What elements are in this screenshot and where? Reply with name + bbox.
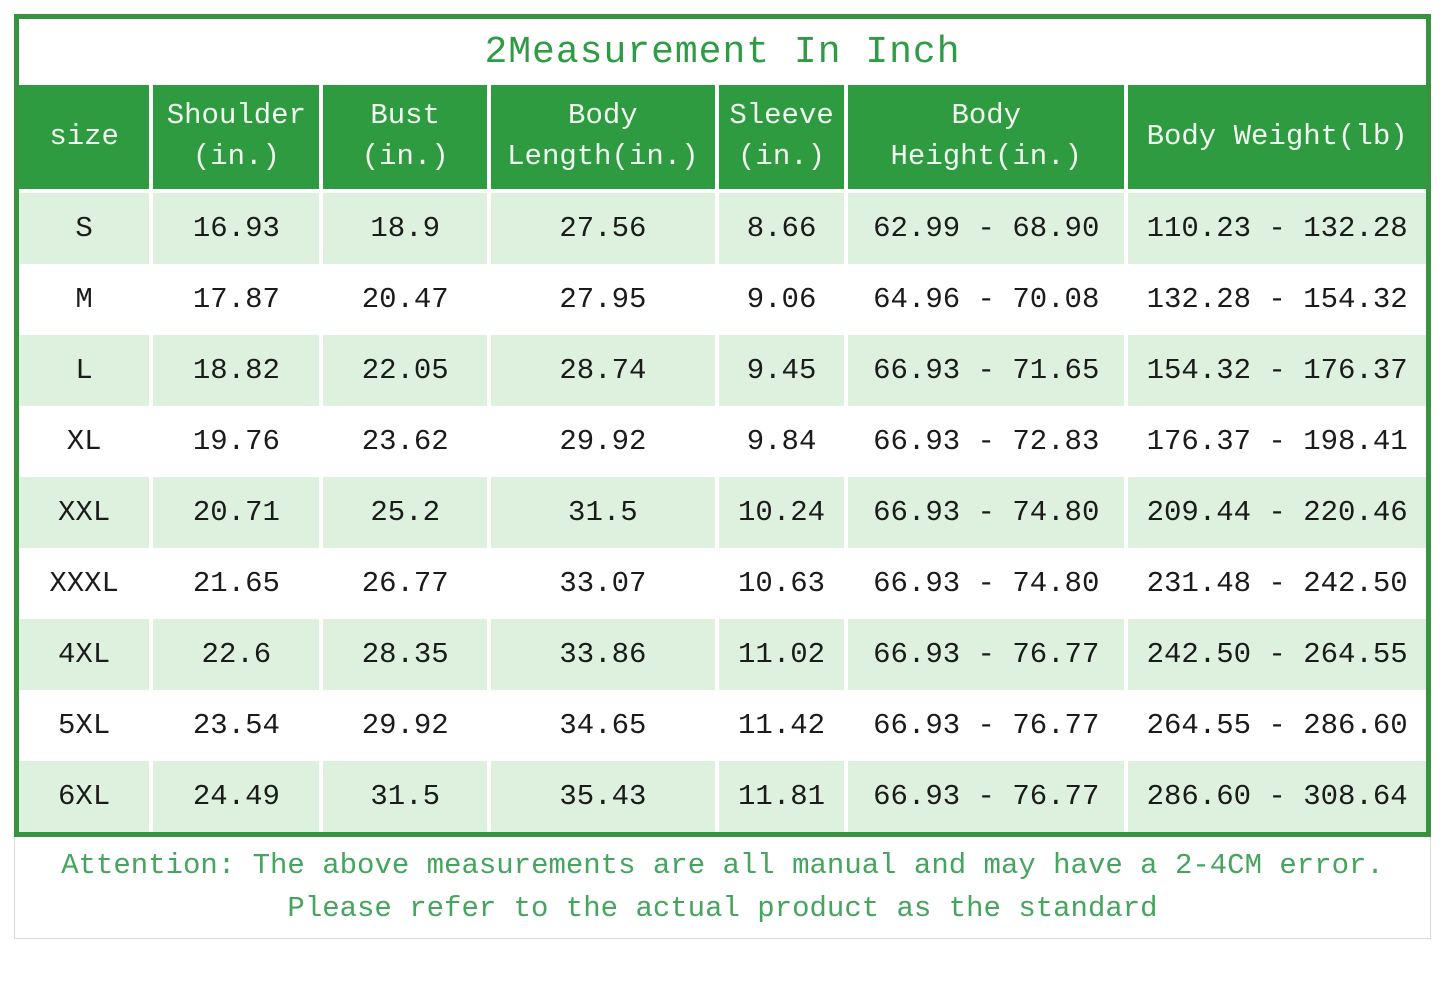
table-row: 6XL 24.49 31.5 35.43 11.81 66.93 - 76.77 286.6… xyxy=(19,761,1426,832)
table-cell: 110.23 - 132.28 xyxy=(1126,191,1426,264)
table-cell: 24.49 xyxy=(151,761,324,832)
table-cell: 11.42 xyxy=(716,690,849,761)
table-cell: 29.92 xyxy=(488,406,719,477)
table-cell: 34.65 xyxy=(488,690,719,761)
table-cell: 19.76 xyxy=(151,406,324,477)
table-cell: 22.6 xyxy=(151,619,324,690)
table-cell: 66.93 - 76.77 xyxy=(846,690,1129,761)
attention-note: Attention: The above measurements are al… xyxy=(14,837,1431,939)
table-row: S 16.93 18.9 27.56 8.66 62.99 - 68.90 110.23 -… xyxy=(19,191,1426,264)
table-cell: 17.87 xyxy=(151,264,324,335)
table-cell: 23.54 xyxy=(151,690,324,761)
size-cell: XL xyxy=(19,406,154,477)
table-cell: 9.84 xyxy=(716,406,849,477)
size-chart-image: 2Measurement In Inch size Shoulder (in.) B… xyxy=(14,14,1431,939)
table-cell: 209.44 - 220.46 xyxy=(1126,477,1426,548)
size-cell: 4XL xyxy=(19,619,154,690)
table-cell: 11.02 xyxy=(716,619,849,690)
size-cell: L xyxy=(19,335,154,406)
page-title: 2Measurement In Inch xyxy=(484,30,961,74)
table-row: XXXL 21.65 26.77 33.07 10.63 66.93 - 74.80 231… xyxy=(19,548,1426,619)
table-cell: 231.48 - 242.50 xyxy=(1126,548,1426,619)
table-cell: 27.95 xyxy=(488,264,719,335)
table-cell: 27.56 xyxy=(488,191,719,264)
table-cell: 66.93 - 76.77 xyxy=(846,619,1129,690)
table-cell: 20.71 xyxy=(151,477,324,548)
table-cell: 154.32 - 176.37 xyxy=(1126,335,1426,406)
attention-note-line2: Please refer to the actual product as th… xyxy=(287,891,1158,925)
table-row: M 17.87 20.47 27.95 9.06 64.96 - 70.08 132.28 … xyxy=(19,264,1426,335)
attention-note-line1: Attention: The above measurements are al… xyxy=(61,848,1384,882)
size-cell: XXL xyxy=(19,477,154,548)
header-cell: Shoulder (in.) xyxy=(151,85,324,193)
table-cell: 35.43 xyxy=(488,761,719,832)
table-cell: 132.28 - 154.32 xyxy=(1126,264,1426,335)
table-cell: 18.9 xyxy=(321,191,491,264)
table-cell: 176.37 - 198.41 xyxy=(1126,406,1426,477)
table-row: 5XL 23.54 29.92 34.65 11.42 66.93 - 76.77 264.… xyxy=(19,690,1426,761)
table-row: 4XL 22.6 28.35 33.86 11.02 66.93 - 76.77 242.5… xyxy=(19,619,1426,690)
table-cell: 242.50 - 264.55 xyxy=(1126,619,1426,690)
size-cell: 6XL xyxy=(19,761,154,832)
table-cell: 264.55 - 286.60 xyxy=(1126,690,1426,761)
table-cell: 66.93 - 71.65 xyxy=(846,335,1129,406)
header-cell: Body Weight(lb) xyxy=(1126,85,1426,193)
table-cell: 28.74 xyxy=(488,335,719,406)
header-cell: Sleeve (in.) xyxy=(716,85,849,193)
table-cell: 26.77 xyxy=(321,548,491,619)
header-row: size Shoulder (in.) Bust (in.) Body Length(… xyxy=(19,85,1426,193)
table-cell: 11.81 xyxy=(716,761,849,832)
table-cell: 20.47 xyxy=(321,264,491,335)
table-cell: 66.93 - 72.83 xyxy=(846,406,1129,477)
header-cell: Bust (in.) xyxy=(321,85,491,193)
table-cell: 21.65 xyxy=(151,548,324,619)
table-cell: 9.45 xyxy=(716,335,849,406)
table-row: XXL 20.71 25.2 31.5 10.24 66.93 - 74.80 209.44… xyxy=(19,477,1426,548)
size-cell: XXXL xyxy=(19,548,154,619)
table-cell: 62.99 - 68.90 xyxy=(846,191,1129,264)
table-cell: 33.86 xyxy=(488,619,719,690)
table-cell: 10.24 xyxy=(716,477,849,548)
table-body: S 16.93 18.9 27.56 8.66 62.99 - 68.90 110.23 -… xyxy=(19,191,1426,832)
header-cell: Body Length(in.) xyxy=(488,85,719,193)
size-table: size Shoulder (in.) Bust (in.) Body Length(… xyxy=(19,85,1426,832)
table-cell: 25.2 xyxy=(321,477,491,548)
size-cell: S xyxy=(19,191,154,264)
table-cell: 31.5 xyxy=(321,761,491,832)
table-cell: 23.62 xyxy=(321,406,491,477)
header-cell: size xyxy=(19,85,154,193)
table-cell: 31.5 xyxy=(488,477,719,548)
table-cell: 10.63 xyxy=(716,548,849,619)
table-cell: 64.96 - 70.08 xyxy=(846,264,1129,335)
table-row: XL 19.76 23.62 29.92 9.84 66.93 - 72.83 176.37… xyxy=(19,406,1426,477)
header-cell: Body Height(in.) xyxy=(846,85,1129,193)
table-cell: 29.92 xyxy=(321,690,491,761)
table-cell: 33.07 xyxy=(488,548,719,619)
size-cell: 5XL xyxy=(19,690,154,761)
size-table-container: 2Measurement In Inch size Shoulder (in.) B… xyxy=(14,14,1431,837)
table-cell: 8.66 xyxy=(716,191,849,264)
table-cell: 9.06 xyxy=(716,264,849,335)
table-cell: 22.05 xyxy=(321,335,491,406)
size-cell: M xyxy=(19,264,154,335)
table-cell: 16.93 xyxy=(151,191,324,264)
table-cell: 66.93 - 74.80 xyxy=(846,548,1129,619)
table-cell: 66.93 - 74.80 xyxy=(846,477,1129,548)
table-row: L 18.82 22.05 28.74 9.45 66.93 - 71.65 154.32 … xyxy=(19,335,1426,406)
table-cell: 66.93 - 76.77 xyxy=(846,761,1129,832)
table-cell: 28.35 xyxy=(321,619,491,690)
table-cell: 286.60 - 308.64 xyxy=(1126,761,1426,832)
table-cell: 18.82 xyxy=(151,335,324,406)
